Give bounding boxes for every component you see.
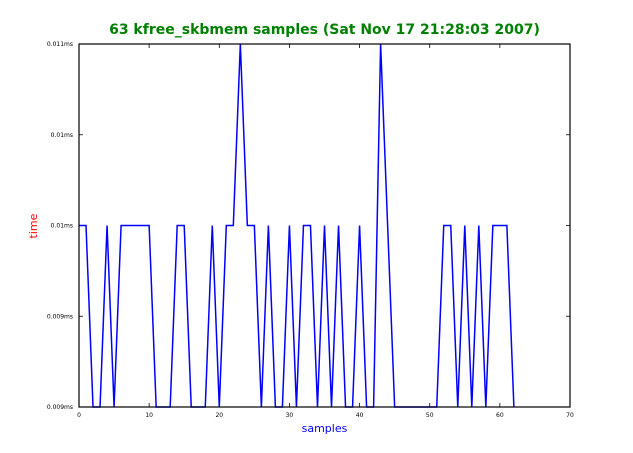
x-tick-label: 50 <box>426 412 434 419</box>
x-tick-label: 60 <box>496 412 504 419</box>
x-tick-label: 30 <box>286 412 294 419</box>
y-tick-labels: 0.009ms 0.009ms 0.01ms 0.01ms 0.011ms <box>47 41 73 411</box>
x-tick-label: 0 <box>77 412 81 419</box>
x-tick-label: 70 <box>566 412 574 419</box>
chart-title: 63 kfree_skbmem samples (Sat Nov 17 21:2… <box>109 22 540 38</box>
y-tick-label: 0.009ms <box>47 404 73 411</box>
x-axis-label: samples <box>302 422 348 435</box>
y-tick-label: 0.01ms <box>51 132 73 139</box>
plot-frame <box>78 43 571 408</box>
y-tick-label: 0.011ms <box>47 41 73 48</box>
x-tick-label: 40 <box>356 412 364 419</box>
y-tick-label: 0.01ms <box>51 223 73 230</box>
y-axis-label: time <box>27 213 40 238</box>
y-tick-label: 0.009ms <box>47 313 73 320</box>
x-tick-label: 10 <box>145 412 153 419</box>
x-tick-labels: 0 10 20 30 40 50 60 70 <box>77 412 574 419</box>
x-tick-label: 20 <box>215 412 223 419</box>
